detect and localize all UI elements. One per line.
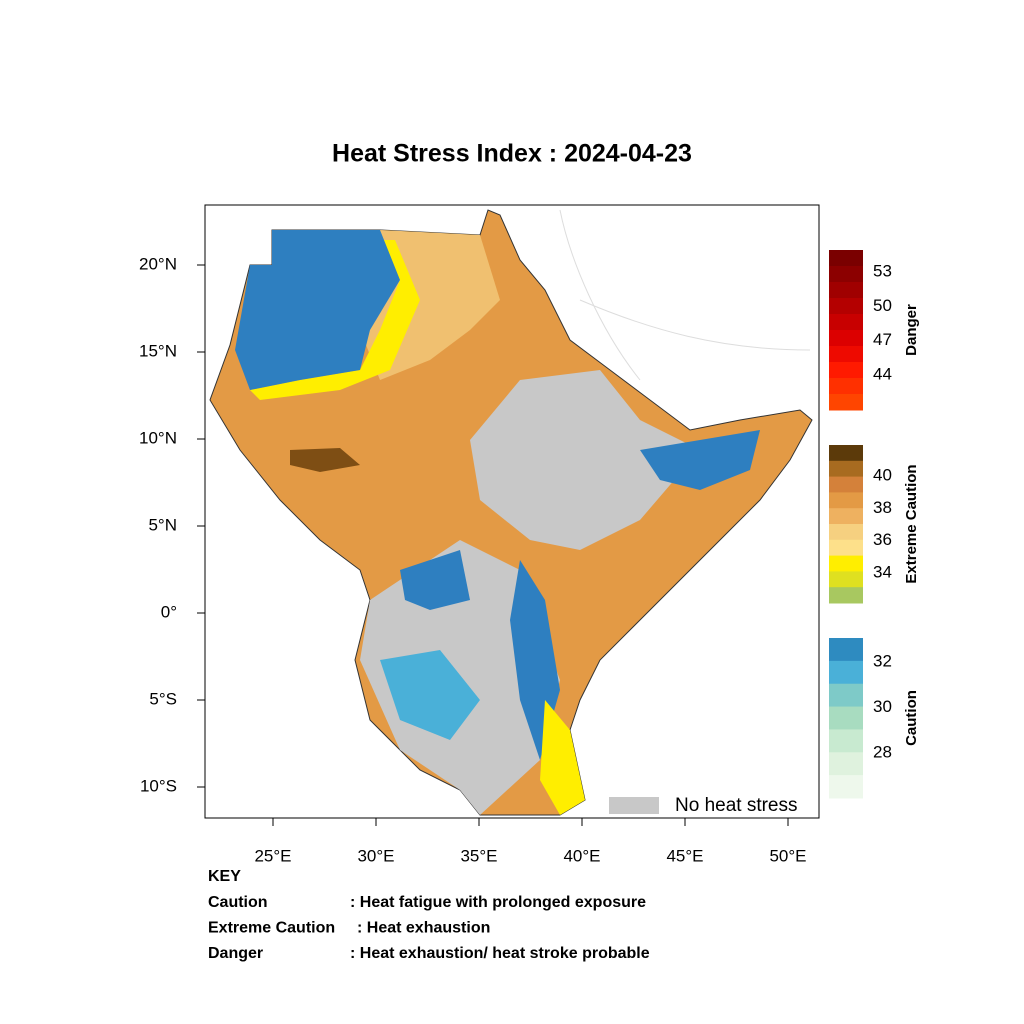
title: Heat Stress Index : 2024-04-23 (332, 140, 692, 168)
colorbar-swatch (829, 346, 863, 363)
colorbar-swatch (829, 706, 863, 730)
x-tick-label: 45°E (666, 846, 703, 865)
colorbar-label: 44 (873, 364, 892, 383)
x-tick-label: 35°E (460, 846, 497, 865)
colorbar-swatch (829, 282, 863, 299)
key-description: : Heat fatigue with prolonged exposure (350, 894, 646, 911)
colorbar-swatch (829, 445, 863, 462)
colorbar-label: 50 (873, 296, 892, 315)
colorbar-swatch (829, 378, 863, 395)
key-title: KEY (208, 868, 241, 885)
x-tick-label: 40°E (563, 846, 600, 865)
colorbar-swatch (829, 250, 863, 267)
colorbar-swatch (829, 330, 863, 347)
x-tick-label: 25°E (254, 846, 291, 865)
key-term: Danger (208, 945, 263, 962)
colorbar-swatch (829, 362, 863, 379)
colorbar-swatch (829, 752, 863, 776)
colorbar-swatch (829, 775, 863, 799)
colorbar-label: 32 (873, 651, 892, 670)
colorbar-swatch (829, 266, 863, 283)
colorbar-swatch (829, 314, 863, 331)
y-tick-label: 5°N (148, 515, 177, 534)
colorbar-swatch (829, 508, 863, 525)
colorbar-swatch (829, 729, 863, 753)
colorbar-label: 47 (873, 330, 892, 349)
colorbar-swatch (829, 571, 863, 588)
y-tick-label: 15°N (139, 341, 177, 360)
colorbar-swatch (829, 524, 863, 541)
x-tick-label: 50°E (769, 846, 806, 865)
x-tick-label: 30°E (357, 846, 394, 865)
colorbar-label: 38 (873, 498, 892, 517)
colorbar-label: 28 (873, 742, 892, 761)
colorbar-swatch (829, 394, 863, 411)
key: KEY Caution : Heat fatigue with prolonged… (208, 868, 650, 962)
key-description: : Heat exhaustion (357, 920, 490, 937)
colorbar-label: 36 (873, 530, 892, 549)
colorbar-swatch (829, 492, 863, 509)
colorbar-label: 40 (873, 465, 892, 484)
key-term: Extreme Caution (208, 920, 335, 937)
map: No heat stress (204, 204, 820, 819)
colorbar-label: 30 (873, 697, 892, 716)
no-heat-stress-legend: No heat stress (675, 795, 798, 816)
y-tick-label: 0° (161, 602, 177, 621)
colorbar-label: 53 (873, 261, 892, 280)
colorbar-title: Extreme Caution (903, 464, 920, 583)
key-description: : Heat exhaustion/ heat stroke probable (350, 945, 650, 962)
colorbar-swatch (829, 460, 863, 478)
colorbar-label: 34 (873, 562, 892, 581)
colorbar-swatch (829, 539, 863, 557)
y-tick-label: 10°N (139, 428, 177, 447)
colorbar-swatch (829, 298, 863, 315)
colorbar-swatch (829, 587, 863, 604)
colorbar-swatch (829, 683, 863, 708)
colorbar-swatch (829, 638, 863, 662)
colorbar-swatch (829, 555, 863, 572)
colorbar-title: Danger (903, 304, 920, 356)
colorbar-swatch (829, 476, 863, 493)
key-term: Caution (208, 894, 268, 911)
y-tick-label: 5°S (149, 689, 177, 708)
y-tick-label: 10°S (140, 776, 177, 795)
colorbar-title: Caution (903, 690, 920, 746)
colorbar-swatch (829, 660, 863, 685)
y-tick-label: 20°N (139, 254, 177, 273)
